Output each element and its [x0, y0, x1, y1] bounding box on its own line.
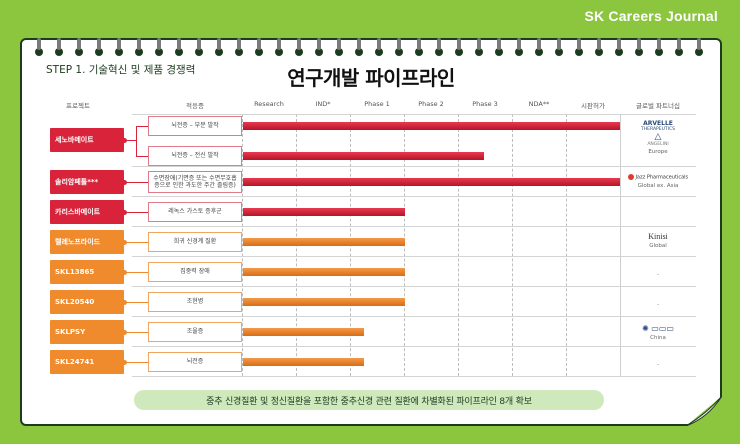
- binding-ring: [94, 38, 104, 56]
- partner-none: -: [657, 272, 659, 278]
- progress-bar: [243, 268, 405, 276]
- binding-ring: [514, 38, 524, 56]
- header-indication: 적응증: [186, 102, 204, 110]
- partner-jazz: Jazz Pharmaceuticals Global ex. Asia: [622, 174, 694, 189]
- project-relenopride[interactable]: 렐레노프라이드: [50, 230, 124, 254]
- partner-column: [620, 114, 696, 376]
- binding-ring: [334, 38, 344, 56]
- binding-ring: [294, 38, 304, 56]
- indication-box: 조현병: [148, 292, 242, 312]
- partner-none: -: [657, 362, 659, 368]
- binding-ring: [154, 38, 164, 56]
- indication-box: 수면장애(기면증 또는 수면무호흡증으로 인한 과도한 주간 졸림증): [148, 171, 242, 193]
- project-solriamfetol[interactable]: 솔리암페톨***: [50, 170, 124, 194]
- progress-bar: [243, 238, 405, 246]
- binding-ring: [174, 38, 184, 56]
- header-phase-2: Phase 2: [418, 100, 444, 108]
- page-title: 연구개발 파이프라인: [287, 66, 455, 90]
- header-partner: 글로벌 파트너십: [636, 102, 680, 110]
- progress-bar: [243, 122, 620, 130]
- header-phase-nda: NDA**: [528, 100, 550, 108]
- binding-ring: [674, 38, 684, 56]
- binding-ring: [574, 38, 584, 56]
- binding-ring: [394, 38, 404, 56]
- binding-ring: [694, 38, 704, 56]
- binding-ring: [494, 38, 504, 56]
- binding-ring: [34, 38, 44, 56]
- binding-ring: [214, 38, 224, 56]
- binding-ring: [434, 38, 444, 56]
- binding-ring: [234, 38, 244, 56]
- binding-ring: [114, 38, 124, 56]
- binding-ring: [554, 38, 564, 56]
- indication-box: 집중력 장애: [148, 262, 242, 282]
- project-cenobamate[interactable]: 세노바메이트: [50, 128, 124, 152]
- binding-ring: [274, 38, 284, 56]
- partner-kinisi: Kinisi Global: [648, 232, 668, 249]
- binding-ring: [74, 38, 84, 56]
- progress-bar: [243, 358, 364, 366]
- progress-bar: [243, 208, 405, 216]
- project-carisbamate[interactable]: 카리스바메이트: [50, 200, 124, 224]
- binding-ring: [374, 38, 384, 56]
- step-label: STEP 1. 기술혁신 및 제품 경쟁력: [46, 64, 196, 76]
- partner-arvelle: ARVELLE THERAPEUTICS △ ANGELINI Europe: [641, 120, 675, 155]
- indication-box: 희귀 신경계 질환: [148, 232, 242, 252]
- binding-ring: [254, 38, 264, 56]
- brand-logo: SK Careers Journal: [584, 8, 718, 24]
- binding-ring: [614, 38, 624, 56]
- binding-ring: [194, 38, 204, 56]
- partner-china: ✺ ▭▭▭ China: [642, 324, 674, 341]
- project-sklpsy[interactable]: SKLPSY: [50, 320, 124, 344]
- header-phase-approval: 시판허가: [581, 102, 605, 110]
- binding-ring: [454, 38, 464, 56]
- binding-ring: [414, 38, 424, 56]
- binding-ring: [54, 38, 64, 56]
- binding-ring: [314, 38, 324, 56]
- project-skl13865[interactable]: SKL13865: [50, 260, 124, 284]
- project-skl24741[interactable]: SKL24741: [50, 350, 124, 374]
- indication-box: 조울증: [148, 322, 242, 342]
- progress-bar: [243, 298, 405, 306]
- header-phase-research: Research: [254, 100, 284, 108]
- binding-ring: [134, 38, 144, 56]
- progress-bar: [243, 178, 620, 186]
- notebook-panel: STEP 1. 기술혁신 및 제품 경쟁력 연구개발 파이프라인 프로젝트 적응…: [20, 38, 722, 426]
- spiral-binding: [34, 38, 714, 56]
- partner-none: -: [657, 302, 659, 308]
- progress-bar: [243, 152, 484, 160]
- binding-ring: [654, 38, 664, 56]
- indication-box: 레녹스 가스토 증후군: [148, 202, 242, 222]
- indication-box: 뇌전증 – 전신 발작: [148, 146, 242, 166]
- summary-banner: 중추 신경질환 및 정신질환을 포함한 중추신경 관련 질환에 차별화된 파이프…: [134, 390, 604, 410]
- project-skl20540[interactable]: SKL20540: [50, 290, 124, 314]
- indication-box: 뇌전증: [148, 352, 242, 372]
- progress-bar: [243, 328, 364, 336]
- binding-ring: [474, 38, 484, 56]
- header-project: 프로젝트: [66, 102, 90, 110]
- page-curl: [686, 396, 722, 426]
- binding-ring: [634, 38, 644, 56]
- header-phase-3: Phase 3: [472, 100, 498, 108]
- binding-ring: [354, 38, 364, 56]
- header-phase-1: Phase 1: [364, 100, 390, 108]
- binding-ring: [594, 38, 604, 56]
- indication-box: 뇌전증 – 부분 발작: [148, 116, 242, 136]
- binding-ring: [534, 38, 544, 56]
- header-phase-ind: IND*: [315, 100, 331, 108]
